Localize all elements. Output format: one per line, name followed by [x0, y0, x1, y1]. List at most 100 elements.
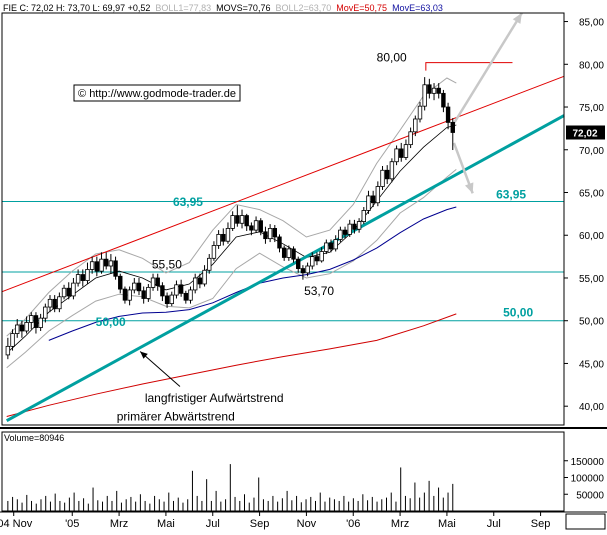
annotation-arrow-head [140, 351, 148, 359]
candle [352, 219, 357, 234]
candle [403, 139, 409, 161]
candle [66, 282, 71, 300]
candle-body [169, 294, 174, 305]
candle-body [230, 215, 235, 229]
candle-body [281, 247, 287, 258]
price-panel-frame [1, 12, 565, 426]
candle-body [417, 105, 423, 120]
candle [385, 165, 390, 184]
chart-annotation-label: 63,95 [173, 195, 203, 209]
candle [249, 222, 254, 236]
candle-body [370, 195, 376, 204]
y-tick-label: 70,00 [579, 146, 604, 157]
candle [192, 273, 198, 294]
candle [422, 77, 427, 111]
candle-body [216, 233, 221, 246]
candle-body [319, 251, 324, 262]
candle-body [314, 256, 320, 262]
candle-body [113, 260, 118, 277]
candle-body [104, 258, 109, 267]
candle-body [342, 229, 348, 235]
chart-annotation-label: primärer Abwärtstrend [117, 410, 235, 424]
chart-header: FIE C: 72,02 H: 73,70 L: 69,97 +0,52 BOLL… [3, 3, 443, 13]
candle-body [427, 84, 432, 94]
y-tick-label: 65,00 [579, 189, 604, 200]
candle-body [164, 295, 170, 305]
y-tick-label: 55,00 [579, 274, 604, 285]
candle-body [225, 228, 231, 242]
candle [300, 265, 306, 280]
candle-body [127, 289, 132, 301]
candle-body [150, 277, 156, 288]
chart-annotation-label: 63,95 [496, 187, 526, 201]
candle-body [375, 186, 381, 204]
candle-body [71, 282, 76, 297]
candle [239, 209, 245, 229]
candle-body [52, 298, 57, 310]
candle-body [141, 290, 146, 299]
candle [375, 181, 381, 207]
candle [347, 219, 352, 237]
x-tick-label: '06 [346, 518, 360, 530]
candle [319, 247, 324, 263]
last-price-tag [566, 125, 605, 140]
candle [230, 211, 235, 231]
header-part-3: BOLL2=63,70 [275, 3, 331, 13]
candle-body [403, 144, 409, 158]
candle-body [207, 257, 212, 271]
candle-body [57, 296, 62, 310]
candle [277, 234, 282, 253]
candle-body [15, 324, 20, 334]
candle-body [394, 148, 399, 163]
candle [141, 286, 146, 304]
candle [155, 273, 160, 291]
candle-body [99, 258, 104, 272]
candle [19, 320, 25, 338]
candle [207, 254, 212, 274]
bollinger-lower-line [6, 169, 457, 369]
header-part-2: MOVS=70,76 [216, 3, 270, 13]
candle [202, 265, 207, 287]
candle [427, 78, 432, 99]
projection-arrow-0 [452, 12, 523, 124]
annotation-arrow [139, 351, 181, 387]
candle-body [85, 269, 90, 281]
candle [178, 279, 184, 297]
candle-body [310, 256, 315, 267]
candle-body [174, 284, 179, 296]
candle [370, 190, 376, 208]
candle-body [291, 248, 296, 260]
candle [286, 245, 292, 261]
candle-body [24, 322, 29, 332]
candle-body [389, 161, 395, 180]
candle [324, 239, 329, 255]
candle [150, 273, 156, 291]
candle-body [445, 106, 451, 123]
candle-body [122, 288, 128, 301]
x-tick-label: Jul [206, 518, 220, 530]
candle-body [422, 84, 427, 107]
projection-arrow-0-head [512, 13, 522, 24]
candle [127, 286, 132, 306]
candle-body [10, 333, 15, 347]
candle [43, 303, 48, 323]
y-tick-label: 60,00 [579, 231, 604, 242]
candle-body [235, 215, 240, 224]
moving-average-long-line [6, 313, 457, 417]
candle-body [33, 315, 39, 328]
candle [399, 142, 404, 162]
candle-body [89, 261, 95, 270]
candle-body [366, 195, 371, 211]
candle-body [192, 277, 198, 291]
y-tick-label: 85,00 [579, 18, 604, 29]
candle [253, 216, 259, 233]
candle-body [385, 169, 390, 180]
candle [29, 312, 34, 330]
support-trendline [5, 114, 565, 423]
x-tick-label: Mrz [110, 518, 128, 530]
candle [89, 256, 95, 274]
x-tick-label: '04 Nov [0, 518, 33, 530]
y-tick-label: 40,00 [579, 402, 604, 413]
candle [408, 127, 413, 149]
candle-body [202, 269, 207, 285]
